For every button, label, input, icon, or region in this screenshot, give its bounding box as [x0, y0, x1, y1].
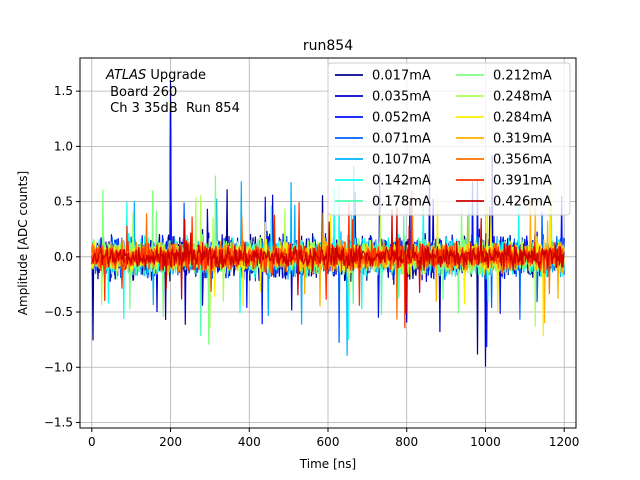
x-axis-label: Time [ns] [299, 457, 356, 471]
y-tick-label: −1.0 [44, 360, 73, 374]
annotation-upgrade: Upgrade [146, 68, 206, 83]
chart-title: run854 [303, 38, 353, 54]
y-tick-label: 1.0 [54, 139, 73, 153]
legend-label: 0.142mA [372, 174, 431, 189]
legend-label: 0.391mA [493, 174, 552, 189]
x-tick-label: 400 [238, 435, 261, 449]
legend-label: 0.071mA [372, 132, 431, 147]
legend-label: 0.212mA [493, 69, 552, 84]
legend-label: 0.356mA [493, 153, 552, 168]
y-tick-label: −1.5 [44, 415, 73, 429]
legend-label: 0.035mA [372, 90, 431, 105]
annotation-board: Board 260 [106, 85, 177, 100]
y-tick-label: −0.5 [44, 305, 73, 319]
annotation: ATLAS Upgrade Board 260 Ch 3 35dB Run 85… [105, 68, 240, 116]
svg-text:ATLAS Upgrade: ATLAS Upgrade [105, 68, 206, 83]
legend-label: 0.017mA [372, 69, 431, 84]
y-tick-label: 1.5 [54, 84, 73, 98]
x-tick-label: 600 [317, 435, 340, 449]
x-tick-label: 800 [395, 435, 418, 449]
legend: 0.017mA 0.035mA 0.052mA 0.071mA 0.107mA 0.142… [327, 62, 571, 216]
x-tick-label: 1200 [549, 435, 580, 449]
axis-ticks: 0 200 400 600 800 1000 1200 −1.5 −1.0 −0.5 0.0 0.5 1… [44, 84, 580, 449]
x-tick-label: 1000 [470, 435, 501, 449]
legend-label: 0.319mA [493, 132, 552, 147]
annotation-channel: Ch 3 35dB Run 854 [106, 101, 240, 116]
legend-label: 0.052mA [372, 111, 431, 126]
y-axis-label: Amplitude [ADC counts] [16, 171, 30, 315]
annotation-atlas: ATLAS [105, 68, 146, 83]
y-tick-label: 0.0 [54, 250, 73, 264]
legend-label: 0.107mA [372, 153, 431, 168]
legend-label: 0.248mA [493, 90, 552, 105]
x-tick-label: 0 [88, 435, 96, 449]
series-line-0.426mA [91, 207, 565, 314]
x-tick-label: 200 [159, 435, 182, 449]
legend-label: 0.426mA [493, 195, 552, 210]
series-layer [91, 80, 565, 367]
legend-label: 0.284mA [493, 111, 552, 126]
legend-label: 0.178mA [372, 195, 431, 210]
legend-box [327, 62, 571, 216]
y-tick-label: 0.5 [54, 195, 73, 209]
